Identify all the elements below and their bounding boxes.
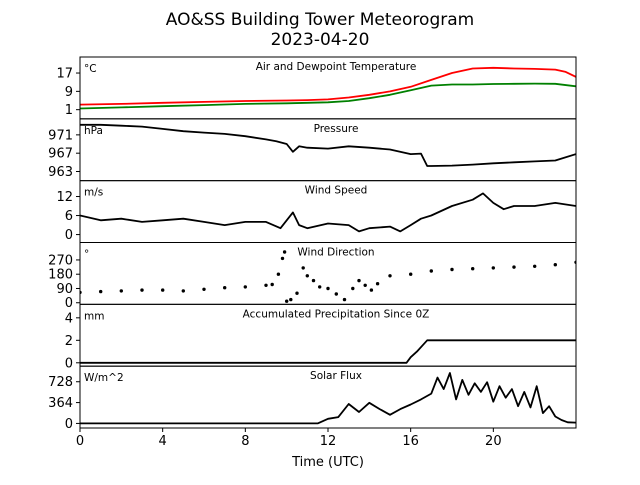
panel-plot-area [80, 66, 576, 110]
y-tick-label: 971 [48, 128, 73, 143]
x-tick-label: 0 [76, 434, 84, 449]
y-tick-label: 9 [65, 85, 73, 100]
panel-plot-area [80, 250, 576, 303]
data-point [161, 288, 165, 292]
y-tick-label: 6 [65, 209, 73, 224]
panel-title: Pressure [314, 123, 359, 135]
unit-label: W/m^2 [84, 372, 124, 384]
panel-4: 0 2 4 Accumulated Precipitation Since 0Z mm [65, 303, 577, 371]
data-point [363, 283, 367, 287]
panel-title: Air and Dewpoint Temperature [256, 61, 417, 73]
panel-5: 0 364 728 Solar Flux W/m^2 [48, 365, 577, 432]
data-point [264, 283, 268, 287]
data-point [305, 274, 309, 278]
y-tick-label: 2 [65, 334, 73, 349]
data-point [311, 278, 316, 283]
series-line-0 [80, 372, 576, 425]
data-point [282, 250, 287, 254]
panel-0: 1 9 17 Air and Dewpoint Temperature °C [56, 56, 577, 120]
y-tick-label: 963 [48, 165, 73, 180]
panels-group: 1 9 17 Air and Dewpoint Temperature °C 963 967… [48, 56, 577, 432]
x-tick-label: 8 [241, 434, 249, 449]
unit-label: °C [84, 63, 97, 75]
series-line-0 [80, 66, 576, 106]
x-axis-label: Time (UTC) [291, 455, 364, 470]
data-point [491, 266, 495, 270]
data-point [369, 288, 374, 292]
data-point [553, 263, 557, 267]
unit-label: m/s [84, 187, 103, 199]
data-point [450, 267, 454, 272]
data-point [140, 288, 144, 292]
data-point [301, 266, 305, 270]
data-point [295, 291, 299, 295]
series-line-0 [80, 192, 576, 233]
data-point [512, 265, 516, 269]
x-tick-label: 20 [485, 434, 502, 449]
panel-title: Wind Direction [297, 247, 374, 259]
x-tick-label: 4 [159, 434, 167, 449]
data-point [351, 286, 355, 291]
data-point [285, 299, 289, 303]
panel-plot-area [80, 192, 576, 233]
x-tick-label: 12 [320, 434, 337, 449]
data-point [119, 289, 124, 293]
data-point [409, 272, 413, 276]
y-tick-label: 0 [65, 356, 73, 371]
panel-2: 0 6 12 Wind Speed m/s [56, 180, 577, 243]
data-point [357, 278, 361, 283]
figure-subtitle: 2023-04-20 [271, 30, 370, 50]
unit-label: hPa [84, 125, 103, 137]
y-tick-label: 364 [48, 396, 73, 411]
data-point [99, 289, 103, 294]
y-tick-label: 180 [48, 268, 73, 283]
unit-label: ° [84, 249, 89, 261]
data-point [276, 272, 281, 276]
panel-plot-area [80, 339, 576, 364]
data-point [342, 297, 347, 302]
panel-title: Accumulated Precipitation Since 0Z [243, 308, 430, 320]
y-tick-label: 0 [65, 296, 73, 311]
panel-plot-area [80, 372, 576, 425]
unit-label: mm [84, 310, 104, 322]
y-tick-label: 0 [65, 417, 73, 432]
panel-title: Solar Flux [310, 370, 362, 382]
data-point [334, 292, 338, 296]
data-point [375, 282, 380, 286]
data-point [280, 256, 285, 261]
data-point [429, 269, 433, 273]
series-line-0 [80, 123, 576, 167]
panel-1: 963 967 971 Pressure hPa [48, 118, 577, 182]
data-point [388, 274, 392, 278]
x-tick-label: 16 [402, 434, 419, 449]
panel-title: Wind Speed [305, 185, 368, 197]
y-tick-label: 967 [48, 147, 73, 162]
data-point [471, 267, 475, 271]
series-line-0 [80, 339, 576, 364]
data-point [318, 285, 322, 289]
x-axis: 0 4 8 12 16 20 [76, 428, 502, 449]
y-tick-label: 728 [48, 375, 73, 390]
y-tick-label: 90 [56, 282, 73, 297]
panel-plot-area [80, 123, 576, 167]
data-point [223, 286, 227, 290]
data-point [326, 286, 330, 291]
data-point [533, 264, 537, 268]
y-tick-label: 270 [48, 253, 73, 268]
data-point [270, 282, 274, 287]
y-tick-label: 1 [65, 103, 73, 118]
y-tick-label: 12 [56, 190, 73, 205]
y-tick-label: 0 [65, 228, 73, 243]
series-line-1 [80, 82, 576, 110]
data-point [243, 285, 247, 289]
data-point [289, 297, 293, 302]
data-point [202, 287, 206, 291]
figure-title: AO&SS Building Tower Meteorogram [166, 10, 474, 30]
y-tick-label: 17 [56, 67, 73, 82]
y-tick-label: 4 [65, 311, 73, 326]
data-point [181, 289, 185, 293]
